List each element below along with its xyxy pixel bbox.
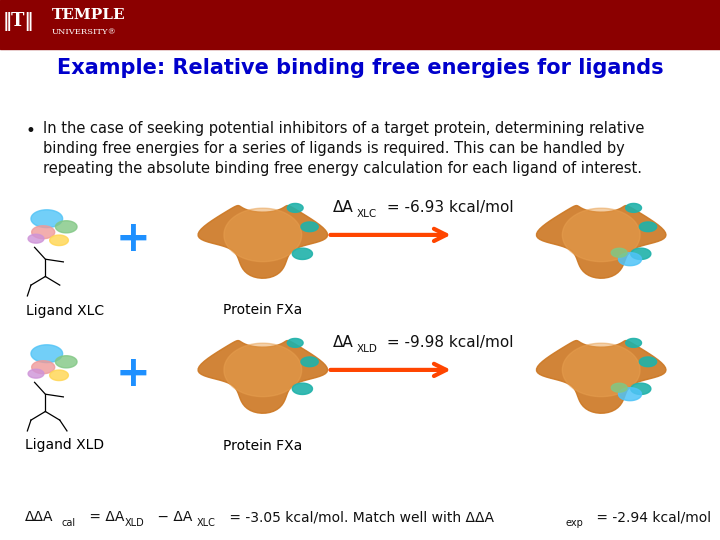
Polygon shape	[562, 343, 640, 396]
Polygon shape	[28, 234, 44, 243]
Polygon shape	[287, 204, 303, 212]
Polygon shape	[631, 383, 651, 394]
Text: = -6.93 kcal/mol: = -6.93 kcal/mol	[382, 200, 513, 215]
Polygon shape	[224, 343, 302, 396]
Text: Example: Relative binding free energies for ligands: Example: Relative binding free energies …	[57, 57, 663, 78]
Polygon shape	[55, 221, 77, 233]
Polygon shape	[198, 206, 328, 278]
Polygon shape	[536, 341, 666, 413]
Polygon shape	[28, 369, 44, 378]
Polygon shape	[50, 235, 68, 246]
Text: ‖T‖: ‖T‖	[2, 12, 34, 31]
Polygon shape	[55, 356, 77, 368]
Text: ΔA: ΔA	[333, 335, 354, 350]
Text: Ligand XLC: Ligand XLC	[26, 303, 104, 318]
Polygon shape	[292, 383, 312, 394]
Text: XLC: XLC	[356, 210, 377, 219]
Text: TEMPLE: TEMPLE	[52, 8, 125, 22]
Text: Protein FXa: Protein FXa	[223, 438, 302, 453]
Polygon shape	[32, 226, 55, 239]
Polygon shape	[618, 388, 642, 401]
Text: +: +	[116, 353, 150, 395]
Polygon shape	[198, 341, 328, 413]
Text: = -3.05 kcal/mol. Match well with ΔΔA: = -3.05 kcal/mol. Match well with ΔΔA	[225, 510, 494, 524]
Text: = -2.94 kcal/mol: = -2.94 kcal/mol	[592, 510, 711, 524]
Polygon shape	[287, 339, 303, 347]
Text: XLC: XLC	[197, 518, 215, 528]
Polygon shape	[224, 208, 302, 261]
Polygon shape	[536, 206, 666, 278]
Polygon shape	[301, 222, 318, 232]
Polygon shape	[50, 370, 68, 381]
Text: XLD: XLD	[125, 518, 144, 528]
Text: UNIVERSITY®: UNIVERSITY®	[52, 29, 117, 36]
Polygon shape	[292, 248, 312, 259]
Text: Protein FXa: Protein FXa	[223, 303, 302, 318]
Polygon shape	[31, 345, 63, 362]
Bar	[0, 0, 720, 49]
Polygon shape	[626, 204, 642, 212]
Polygon shape	[631, 248, 651, 259]
Polygon shape	[639, 357, 657, 367]
Polygon shape	[611, 248, 627, 257]
Text: XLD: XLD	[356, 345, 377, 354]
Text: ΔΔA: ΔΔA	[25, 510, 54, 524]
Polygon shape	[32, 361, 55, 374]
Text: ΔA: ΔA	[333, 200, 354, 215]
Text: •: •	[25, 122, 35, 139]
Text: = ΔA: = ΔA	[85, 510, 125, 524]
Polygon shape	[562, 208, 640, 261]
Text: cal: cal	[61, 518, 76, 528]
Text: − ΔA: − ΔA	[153, 510, 192, 524]
Text: exp: exp	[565, 518, 583, 528]
Text: = -9.98 kcal/mol: = -9.98 kcal/mol	[382, 335, 513, 350]
Polygon shape	[611, 383, 627, 392]
Polygon shape	[626, 339, 642, 347]
Text: +: +	[116, 218, 150, 260]
Polygon shape	[301, 357, 318, 367]
Polygon shape	[639, 222, 657, 232]
Text: In the case of seeking potential inhibitors of a target protein, determining rel: In the case of seeking potential inhibit…	[43, 122, 644, 176]
Polygon shape	[618, 253, 642, 266]
Text: Ligand XLD: Ligand XLD	[25, 438, 104, 453]
Polygon shape	[31, 210, 63, 227]
